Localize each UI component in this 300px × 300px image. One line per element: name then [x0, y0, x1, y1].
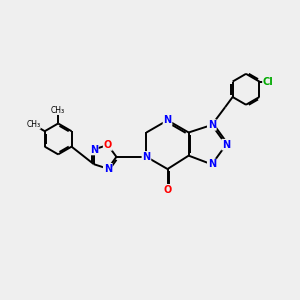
- Text: N: N: [208, 159, 216, 170]
- Text: CH₃: CH₃: [26, 120, 40, 129]
- Text: N: N: [222, 140, 230, 150]
- Text: N: N: [90, 145, 98, 154]
- Text: O: O: [104, 140, 112, 150]
- Text: N: N: [142, 152, 151, 162]
- Text: Cl: Cl: [263, 76, 274, 87]
- Text: N: N: [104, 164, 112, 174]
- Text: N: N: [208, 120, 216, 130]
- Text: CH₃: CH₃: [51, 106, 65, 115]
- Text: N: N: [164, 115, 172, 125]
- Text: O: O: [164, 185, 172, 195]
